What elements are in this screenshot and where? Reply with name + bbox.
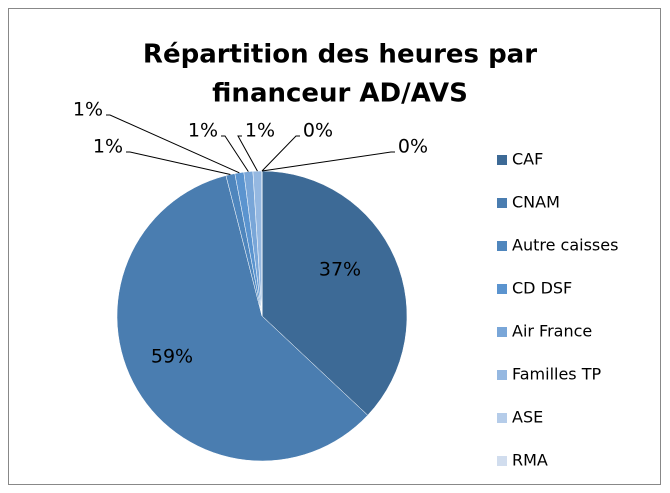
- data-label: 0%: [398, 136, 428, 158]
- data-label: 1%: [188, 120, 218, 142]
- data-label: 1%: [93, 136, 123, 158]
- chart-title: financeur AD/AVS: [212, 79, 468, 109]
- legend-label: CAF: [512, 150, 543, 169]
- data-label: 0%: [303, 120, 333, 142]
- legend-swatch: [497, 370, 507, 380]
- leader-line: [237, 135, 258, 172]
- legend-swatch: [497, 413, 507, 423]
- legend-label: RMA: [512, 451, 548, 470]
- leader-line: [261, 135, 300, 172]
- leader-line: [221, 135, 249, 172]
- leader-line: [261, 151, 395, 172]
- data-label: 1%: [245, 120, 275, 142]
- leader-line: [126, 151, 231, 175]
- legend-swatch: [497, 155, 507, 165]
- data-label: 59%: [151, 346, 193, 368]
- data-label: 37%: [319, 259, 361, 281]
- legend-swatch: [497, 241, 507, 251]
- legend-swatch: [497, 327, 507, 337]
- legend-swatch: [497, 456, 507, 466]
- chart-title: Répartition des heures par: [143, 40, 537, 70]
- leader-line: [106, 114, 240, 174]
- pie-slice: [116, 175, 369, 462]
- legend-label: CD DSF: [512, 279, 572, 298]
- legend-label: Air France: [512, 322, 592, 341]
- legend-swatch: [497, 284, 507, 294]
- data-label: 1%: [73, 99, 103, 121]
- legend-label: CNAM: [512, 193, 560, 212]
- pie-slice: [261, 170, 408, 416]
- legend-label: Autre caisses: [512, 236, 618, 255]
- legend-label: Familles TP: [512, 365, 602, 384]
- legend-swatch: [497, 198, 507, 208]
- legend-label: ASE: [512, 408, 543, 427]
